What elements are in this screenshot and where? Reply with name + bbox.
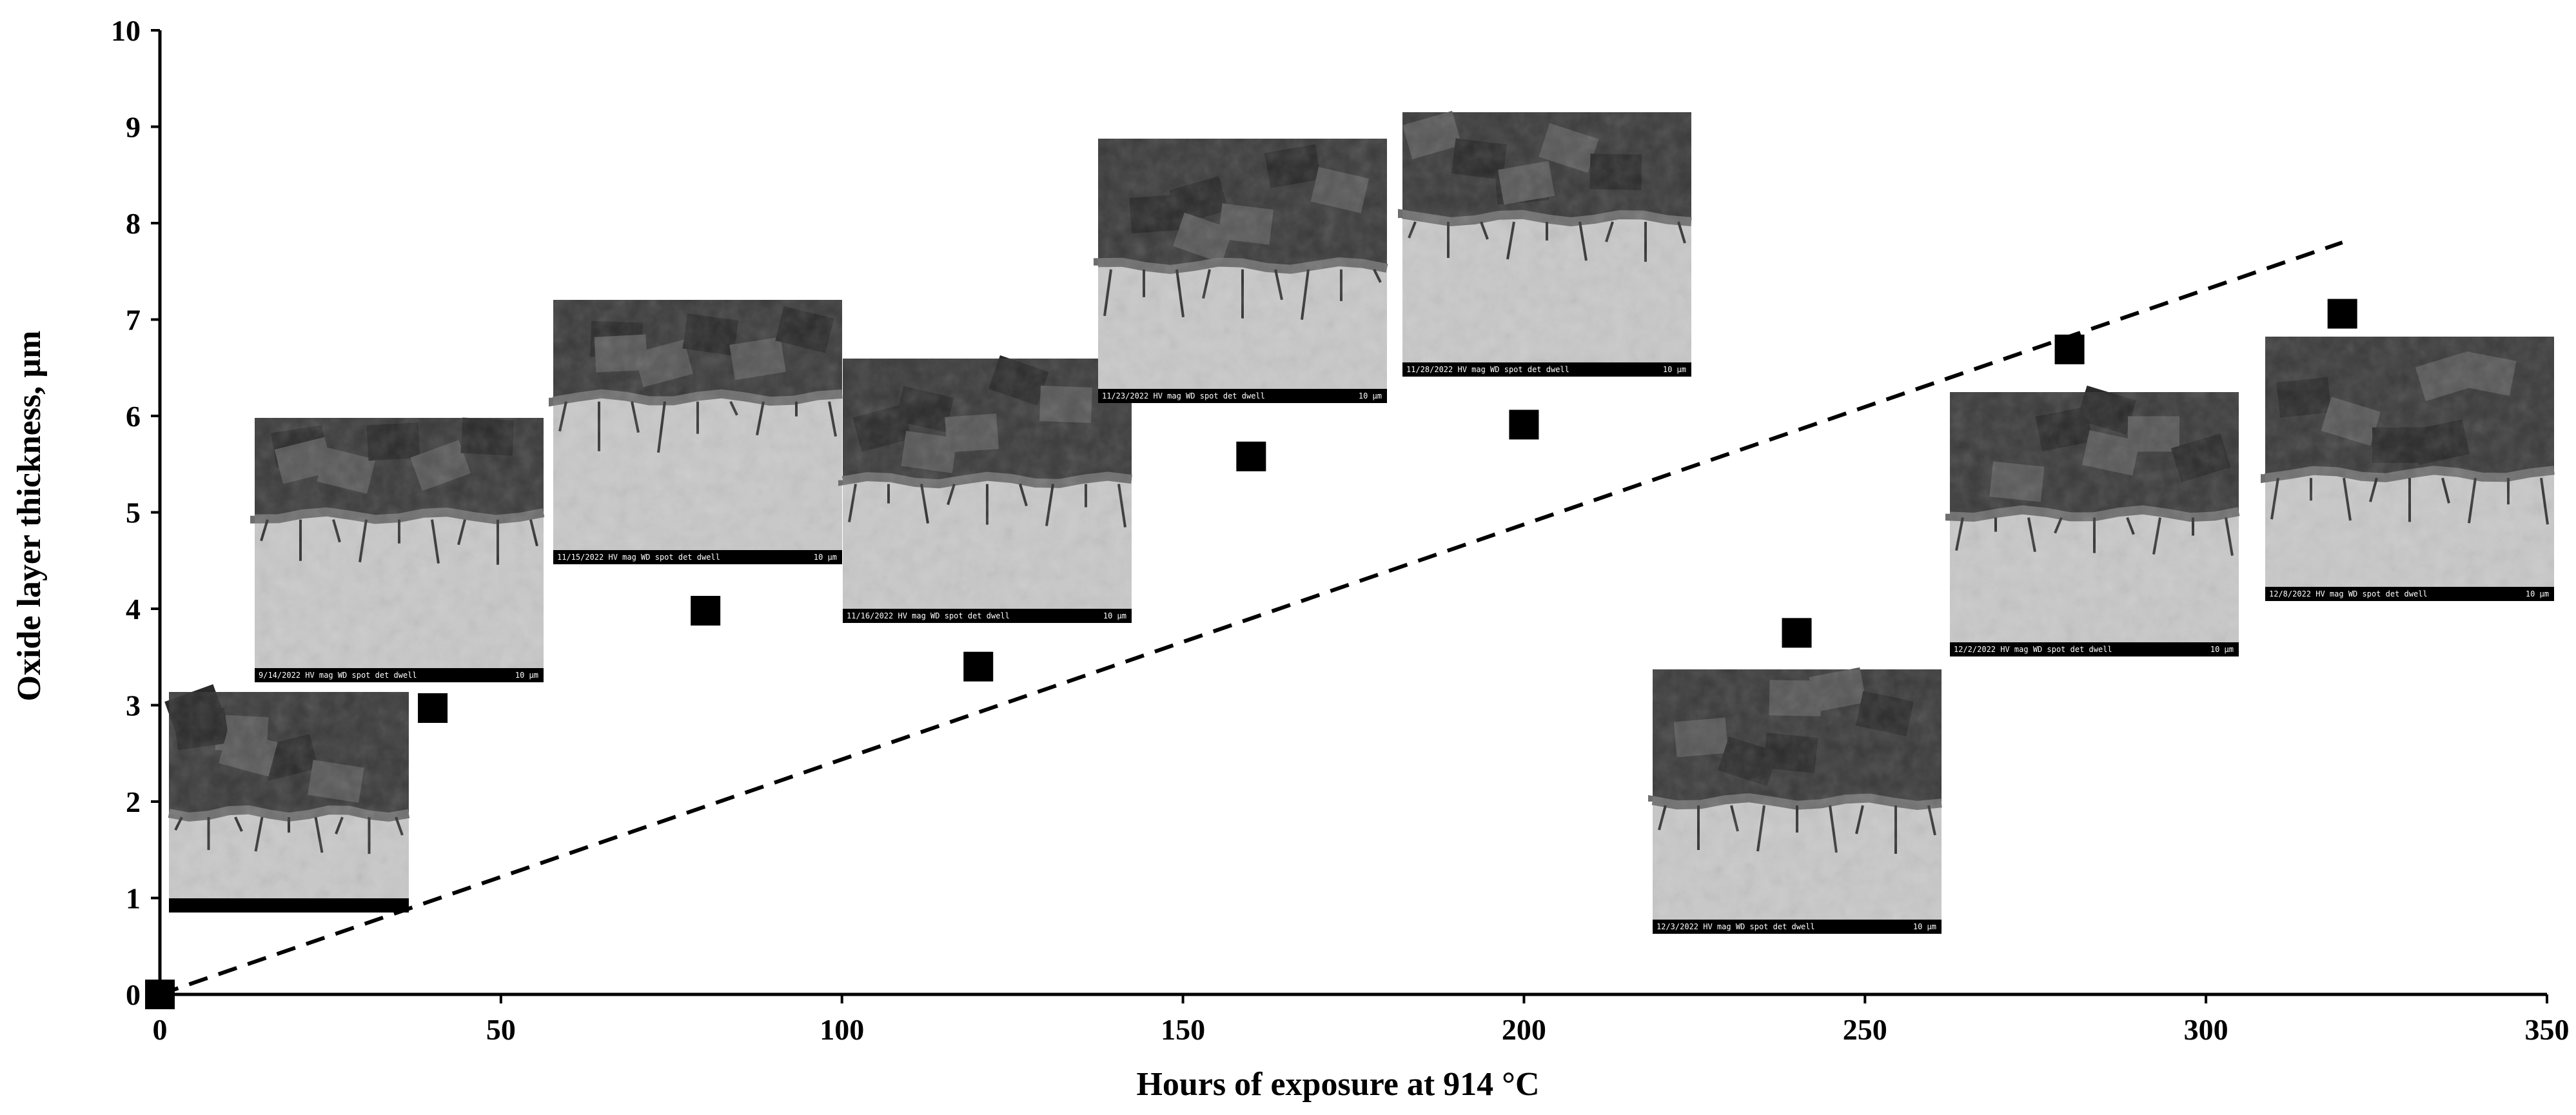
inset-texture [169,692,409,913]
inset-texture [2265,337,2554,601]
inset-caption-bar [2265,587,2554,601]
inset-scale-bar: 10 µm [2210,645,2234,654]
inset-texture [255,418,544,682]
y-tick-label: 4 [126,593,141,626]
data-point [1782,618,1812,648]
data-point [1509,409,1539,440]
inset-caption-text: 12/2/2022 HV mag WD spot det dwell [1954,645,2112,654]
inset-scale-bar: 10 µm [814,553,837,562]
inset-texture [843,359,1132,623]
micrograph-inset: 12/2/2022 HV mag WD spot det dwell 10 µm [1945,385,2240,656]
x-tick-label: 150 [1161,1013,1205,1046]
inset-caption-bar [1098,389,1387,403]
micrograph-inset: 11/23/2022 HV mag WD spot det dwell 10 µm [1094,139,1388,403]
data-point [691,595,721,626]
trendline [159,241,2343,996]
inset-caption-bar [843,609,1132,623]
inset-caption-text: 12/8/2022 HV mag WD spot det dwell [2269,589,2428,598]
data-point [418,693,448,723]
inset-texture [1653,669,1942,934]
micrograph-inset: 11/16/2022 HV mag WD spot det dwell 10 µm [838,355,1132,623]
micrograph-inset: 12/3/2022 HV mag WD spot det dwell 10 µm [1648,667,1942,934]
inset-scale-bar: 10 µm [1359,391,1382,400]
data-point [1236,441,1266,471]
x-tick-label: 250 [1843,1013,1887,1046]
y-tick-label: 0 [126,978,141,1011]
y-axis-title: Oxide layer thickness, µm [11,331,48,702]
micrograph-inset: 11/15/2022 HV mag WD spot det dwell 10 µm [549,300,843,564]
x-tick-label: 0 [153,1013,168,1046]
micrograph-insets: 9/14/2022 HV mag WD spot det dwell 10 µm1… [164,111,2555,934]
data-point [963,651,994,682]
y-tick-label: 6 [126,400,141,433]
micrograph-inset [164,684,410,913]
x-tick-label: 50 [486,1013,516,1046]
inset-scale-bar: 10 µm [1913,922,1936,931]
inset-caption-bar [255,668,544,682]
inset-caption-bar [1950,642,2239,656]
inset-caption-text: 12/3/2022 HV mag WD spot det dwell [1657,922,1815,931]
y-tick-label: 5 [126,497,141,529]
x-tick-label: 100 [820,1013,864,1046]
data-point [2054,334,2085,364]
y-tick-label: 2 [126,785,141,818]
inset-texture [1402,112,1691,377]
inset-texture [1098,139,1387,403]
y-tick-label: 1 [126,882,141,915]
trendline-layer [159,241,2343,996]
inset-caption-bar [1653,920,1942,934]
x-tick-label: 350 [2525,1013,2570,1046]
inset-caption-bar [1402,362,1691,377]
micrograph-inset: 11/28/2022 HV mag WD spot det dwell 10 µm [1398,111,1692,377]
x-tick-label: 300 [2184,1013,2228,1046]
y-tick-label: 8 [126,207,141,240]
micrograph-inset: 12/8/2022 HV mag WD spot det dwell 10 µm [2261,337,2555,601]
micrograph-inset: 9/14/2022 HV mag WD spot det dwell 10 µm [250,417,545,682]
y-tick-label: 7 [126,304,141,337]
inset-caption-text: 11/28/2022 HV mag WD spot det dwell [1406,365,1569,374]
inset-caption-bar [553,550,842,564]
data-points [145,299,2357,1009]
inset-scale-bar: 10 µm [1103,611,1126,620]
inset-texture [1950,392,2239,656]
x-tick-label: 200 [1502,1013,1546,1046]
inset-caption-text: 11/23/2022 HV mag WD spot det dwell [1102,391,1265,400]
x-axis-title: Hours of exposure at 914 °C [1136,1066,1539,1103]
inset-scale-bar: 10 µm [2526,589,2549,598]
y-tick-label: 3 [126,689,141,722]
inset-caption-bar [169,898,409,913]
inset-caption-text: 11/16/2022 HV mag WD spot det dwell [847,611,1010,620]
inset-caption-text: 9/14/2022 HV mag WD spot det dwell [259,671,417,680]
inset-caption-text: 11/15/2022 HV mag WD spot det dwell [557,553,720,562]
y-tick-label: 9 [126,111,141,144]
inset-scale-bar: 10 µm [515,671,538,680]
data-point [145,980,175,1009]
data-point [2327,299,2357,329]
y-tick-label: 10 [111,14,141,47]
inset-texture [553,300,842,564]
inset-scale-bar: 10 µm [1663,365,1686,374]
